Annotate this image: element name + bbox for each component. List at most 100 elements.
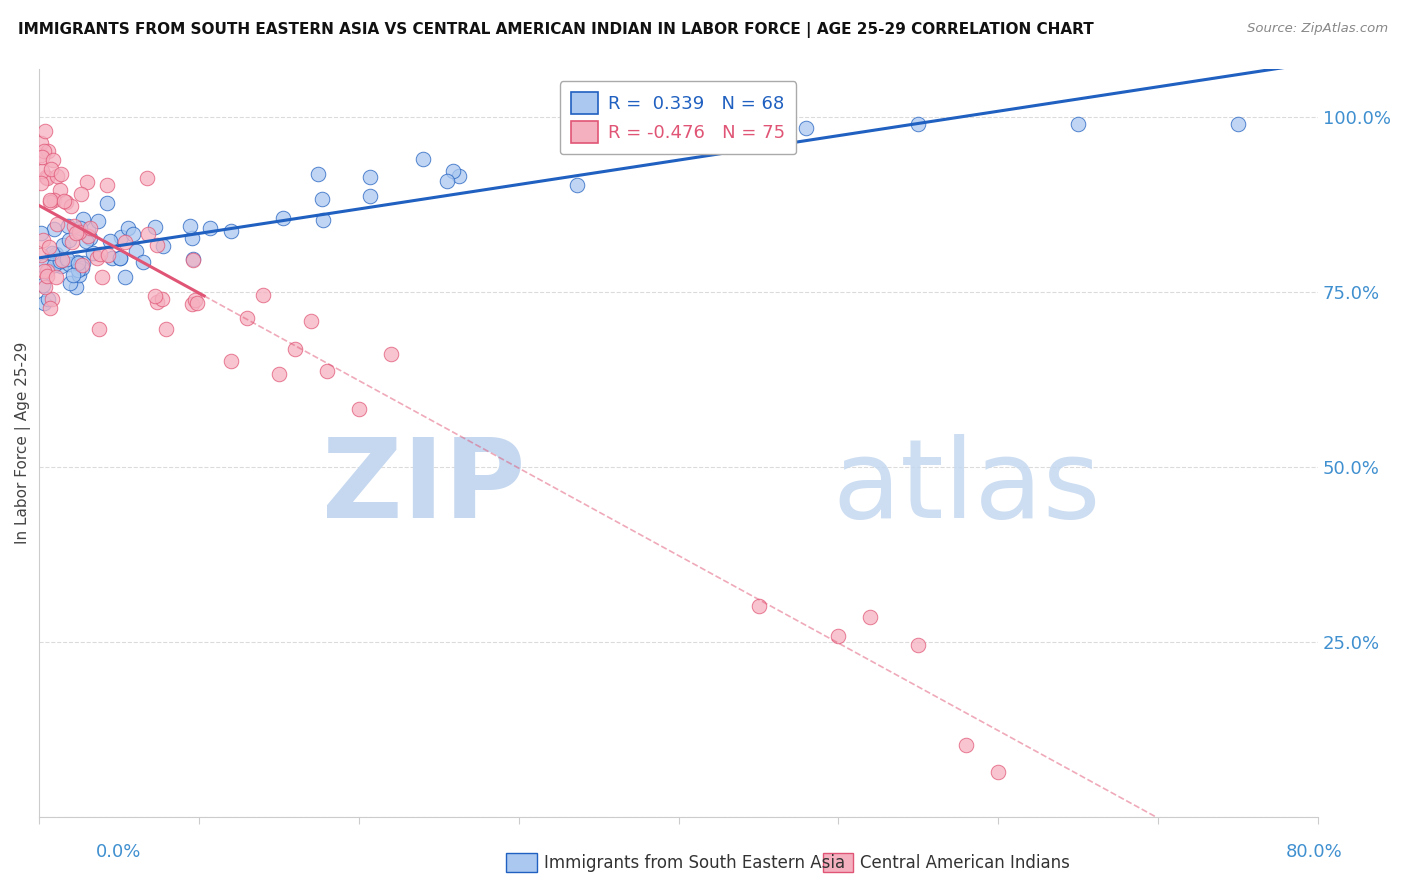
Point [135, 170, 157, 185]
Point [567, 178, 589, 192]
Point [62, 235, 84, 249]
Point [380, 346, 402, 360]
Point [347, 401, 370, 416]
Point [907, 638, 929, 652]
Point [86, 214, 108, 228]
Point [32, 259, 55, 273]
Point [38, 194, 60, 209]
Point [89, 247, 111, 261]
Point [181, 297, 204, 311]
Point [284, 342, 307, 356]
Text: 80.0%: 80.0% [1286, 843, 1343, 861]
Point [41, 293, 63, 307]
Point [186, 295, 208, 310]
Point [48, 254, 70, 268]
Point [699, 136, 721, 150]
Point [315, 364, 337, 378]
Point [412, 152, 434, 166]
Point [76, 175, 98, 189]
Point [53, 194, 76, 208]
Point [89, 322, 111, 336]
Text: 0.0%: 0.0% [96, 843, 141, 861]
Point [252, 288, 274, 302]
Legend: R =  0.339   N = 68, R = -0.476   N = 75: R = 0.339 N = 68, R = -0.476 N = 75 [560, 81, 796, 154]
Point [181, 252, 204, 266]
Point [96, 196, 118, 211]
Point [114, 235, 136, 249]
Point [72, 256, 94, 270]
Point [65, 226, 87, 240]
Point [30, 177, 52, 191]
Point [143, 220, 166, 235]
Point [52, 237, 75, 252]
Point [30, 226, 52, 240]
Point [859, 609, 882, 624]
Point [184, 293, 207, 307]
Point [86, 251, 108, 265]
Point [30, 247, 52, 261]
Point [827, 629, 849, 643]
Point [51, 253, 73, 268]
Point [39, 162, 62, 177]
Point [35, 263, 58, 277]
Point [39, 194, 62, 208]
Point [35, 171, 58, 186]
Point [63, 219, 86, 233]
Point [114, 270, 136, 285]
Point [449, 169, 471, 183]
Y-axis label: In Labor Force | Age 25-29: In Labor Force | Age 25-29 [15, 342, 31, 544]
Point [359, 170, 381, 185]
Point [60, 199, 83, 213]
Text: ZIP: ZIP [322, 434, 524, 541]
Point [97, 248, 120, 262]
Point [70, 260, 93, 275]
Point [155, 322, 177, 336]
Point [110, 230, 132, 244]
Point [67, 226, 90, 240]
Point [49, 183, 72, 197]
Point [31, 163, 53, 178]
Point [31, 150, 53, 164]
Point [955, 739, 977, 753]
Point [67, 256, 90, 270]
Point [32, 145, 55, 159]
Point [35, 269, 58, 284]
Point [121, 227, 143, 241]
Point [179, 219, 201, 234]
Point [34, 169, 56, 184]
Point [70, 187, 93, 202]
Point [90, 269, 112, 284]
Point [72, 212, 94, 227]
Point [198, 221, 221, 235]
Point [79, 221, 101, 235]
Point [58, 233, 80, 247]
Point [66, 255, 89, 269]
Point [441, 164, 464, 178]
Point [987, 765, 1010, 780]
Point [219, 354, 242, 368]
Point [110, 251, 132, 265]
Point [136, 227, 159, 242]
Point [34, 280, 56, 294]
Point [67, 268, 90, 283]
Point [32, 264, 55, 278]
Point [311, 192, 333, 206]
Point [45, 169, 67, 183]
Point [77, 228, 100, 243]
Point [70, 258, 93, 272]
Point [117, 220, 139, 235]
Point [46, 218, 69, 232]
Point [1227, 118, 1250, 132]
Point [65, 279, 87, 293]
Point [39, 301, 62, 316]
Point [307, 167, 329, 181]
Point [62, 268, 84, 283]
Point [98, 234, 121, 248]
Point [69, 221, 91, 235]
Point [48, 255, 70, 269]
Point [75, 234, 97, 248]
Point [59, 276, 82, 290]
Point [30, 136, 52, 150]
Point [37, 292, 59, 306]
Text: Immigrants from South Eastern Asia: Immigrants from South Eastern Asia [544, 854, 845, 871]
